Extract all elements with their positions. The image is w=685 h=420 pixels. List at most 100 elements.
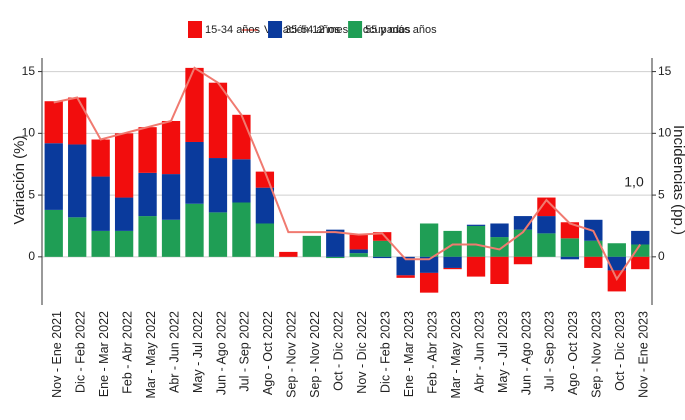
bar-segment — [185, 141, 204, 204]
x-tick-label: Nov - Dic 2022 — [355, 311, 369, 394]
bar-segment — [584, 240, 603, 257]
x-tick-label: Abr - Jun 2022 — [167, 311, 181, 393]
bar-segment — [114, 230, 134, 257]
bar-segment — [185, 203, 204, 257]
bar-segment — [114, 197, 134, 231]
bar-segment — [302, 235, 321, 257]
x-tick-label: Jun - Ago 2022 — [214, 311, 228, 395]
x-tick-label: Oct - Dic 2023 — [613, 311, 627, 391]
x-tick-label: Sep - Nov 2022 — [285, 311, 299, 398]
y-tick-label: 15 — [22, 64, 36, 78]
bar-segment — [68, 217, 87, 257]
x-tick-label: Jul - Sep 2022 — [238, 311, 252, 392]
bar-segment — [91, 176, 110, 231]
bar-segment — [44, 101, 63, 144]
bar-segment — [513, 256, 533, 265]
y2-tick-label: 15 — [658, 64, 672, 78]
bar-segment — [419, 272, 439, 293]
bar-segment — [91, 230, 110, 257]
x-tick-label: May - Jul 2023 — [496, 311, 510, 393]
bar-segment — [161, 219, 181, 257]
bar-segment — [138, 127, 157, 173]
bar-segment — [607, 256, 626, 271]
x-tick-label: Mar - May 2022 — [144, 311, 158, 399]
bar-segment — [419, 256, 439, 273]
bar-segment — [232, 114, 251, 160]
bar-segment — [490, 256, 509, 285]
bar-segment — [466, 224, 486, 226]
x-tick-label: Ago - Oct 2023 — [566, 311, 580, 395]
bar-segment — [232, 202, 251, 257]
x-tick-label: Jun - Ago 2023 — [519, 311, 533, 395]
x-tick-label: Oct - Dic 2022 — [332, 311, 346, 391]
annotation: 1,0 — [624, 174, 644, 190]
bar-segment — [349, 249, 368, 254]
bar-segment — [138, 172, 157, 217]
x-tick-label: Ene - Mar 2022 — [97, 311, 111, 397]
bar-segment — [349, 234, 368, 250]
bar-segment — [208, 82, 228, 159]
bar-segment — [44, 143, 63, 210]
x-tick-label: May - Jul 2022 — [191, 311, 205, 393]
bar-segment — [326, 229, 345, 257]
x-tick-label: Sep - Nov 2022 — [308, 311, 322, 398]
y-tick-label: 5 — [28, 187, 35, 201]
bar-segment — [560, 256, 580, 260]
bar-segment — [490, 223, 509, 238]
bar-segment — [208, 212, 228, 257]
x-tick-label: Sep - Nov 2023 — [590, 311, 604, 398]
bar-segment — [161, 174, 181, 220]
x-tick-label: Dic - Feb 2022 — [73, 311, 87, 393]
bar-segment — [537, 233, 556, 257]
bar-segment — [396, 256, 415, 276]
y-tick-label: 0 — [28, 249, 35, 263]
bar-segment — [443, 256, 462, 268]
bar-segment — [255, 223, 275, 257]
x-tick-label: Ene - Mar 2023 — [402, 311, 416, 397]
bar-segment — [373, 256, 392, 259]
legend-label: 55 y más años — [365, 24, 437, 36]
x-tick-label: Nov - Ene 2023 — [637, 311, 651, 398]
x-tick-label: Feb - Abr 2023 — [425, 311, 439, 394]
bar-segment — [537, 197, 556, 217]
bar-segment — [255, 187, 275, 224]
legend-label: 35-54 años — [285, 24, 341, 36]
legend-swatch — [188, 21, 202, 38]
legend-swatch — [348, 21, 363, 38]
bar-segment — [91, 139, 110, 177]
legend-label: 15-34 años — [205, 24, 261, 36]
bar-segment — [584, 256, 603, 268]
bar-segment — [631, 256, 650, 270]
bar-segment — [419, 223, 439, 257]
legend-label: Variación 12 meses ocupados — [264, 24, 411, 36]
y2-tick-label: 10 — [658, 126, 672, 140]
bar-segment — [443, 267, 462, 270]
bar-segment — [607, 243, 626, 257]
x-tick-label: Nov - Ene 2021 — [50, 311, 64, 398]
x-tick-label: Feb - Abr 2022 — [120, 311, 134, 394]
bar-segment — [373, 232, 392, 241]
bar-segment — [607, 270, 626, 292]
x-tick-label: Jul - Sep 2023 — [543, 311, 557, 392]
x-tick-label: Dic - Feb 2023 — [378, 311, 392, 393]
bar-segment — [466, 225, 486, 257]
line-series — [53, 66, 642, 282]
y2-tick-label: 0 — [658, 249, 665, 263]
bar-segment — [68, 144, 87, 218]
bar-segment — [326, 256, 345, 259]
bar-segment — [185, 67, 204, 142]
y2-tick-label: 5 — [658, 187, 665, 201]
bar-segment — [232, 159, 251, 203]
bar-segment — [631, 244, 650, 257]
y2-axis-title: Incidencias (pp.) — [670, 125, 685, 235]
bar-segment — [490, 237, 509, 257]
bar-segment — [560, 222, 580, 239]
legend-swatch — [268, 21, 283, 38]
bar-segment — [114, 133, 134, 198]
bar-segment — [68, 97, 87, 145]
bar-segment — [631, 230, 650, 245]
bar-segment — [560, 238, 580, 257]
x-tick-label: Ago - Oct 2022 — [261, 311, 275, 395]
bar-segment — [279, 251, 298, 257]
